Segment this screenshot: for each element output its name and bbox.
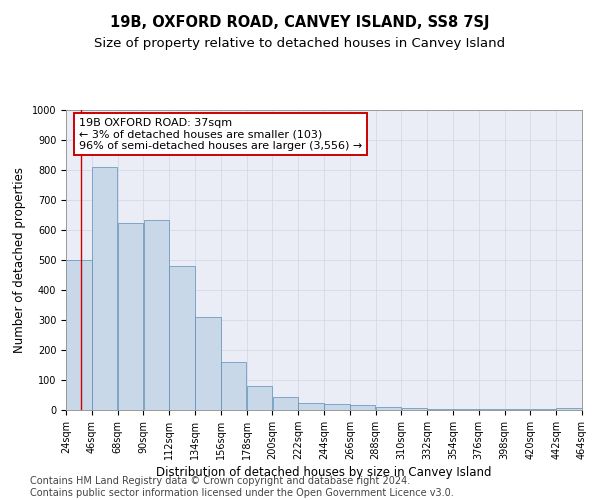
Bar: [195, 317, 221, 410]
Text: Size of property relative to detached houses in Canvey Island: Size of property relative to detached ho…: [94, 38, 506, 51]
Bar: [92, 167, 118, 410]
Text: 19B, OXFORD ROAD, CANVEY ISLAND, SS8 7SJ: 19B, OXFORD ROAD, CANVEY ISLAND, SS8 7SJ: [110, 15, 490, 30]
Bar: [556, 408, 582, 410]
Bar: [298, 404, 324, 410]
Bar: [169, 266, 195, 410]
Bar: [324, 404, 350, 410]
Text: 19B OXFORD ROAD: 37sqm
← 3% of detached houses are smaller (103)
96% of semi-det: 19B OXFORD ROAD: 37sqm ← 3% of detached …: [79, 118, 362, 150]
Bar: [221, 362, 247, 410]
Bar: [143, 220, 169, 410]
Bar: [66, 260, 92, 410]
Bar: [376, 407, 401, 410]
Bar: [401, 408, 427, 410]
Bar: [453, 409, 479, 410]
Bar: [247, 386, 272, 410]
Text: Contains HM Land Registry data © Crown copyright and database right 2024.
Contai: Contains HM Land Registry data © Crown c…: [30, 476, 454, 498]
Bar: [350, 405, 376, 410]
Bar: [427, 408, 453, 410]
X-axis label: Distribution of detached houses by size in Canvey Island: Distribution of detached houses by size …: [156, 466, 492, 479]
Bar: [272, 396, 298, 410]
Bar: [118, 222, 143, 410]
Y-axis label: Number of detached properties: Number of detached properties: [13, 167, 26, 353]
Bar: [479, 409, 505, 410]
